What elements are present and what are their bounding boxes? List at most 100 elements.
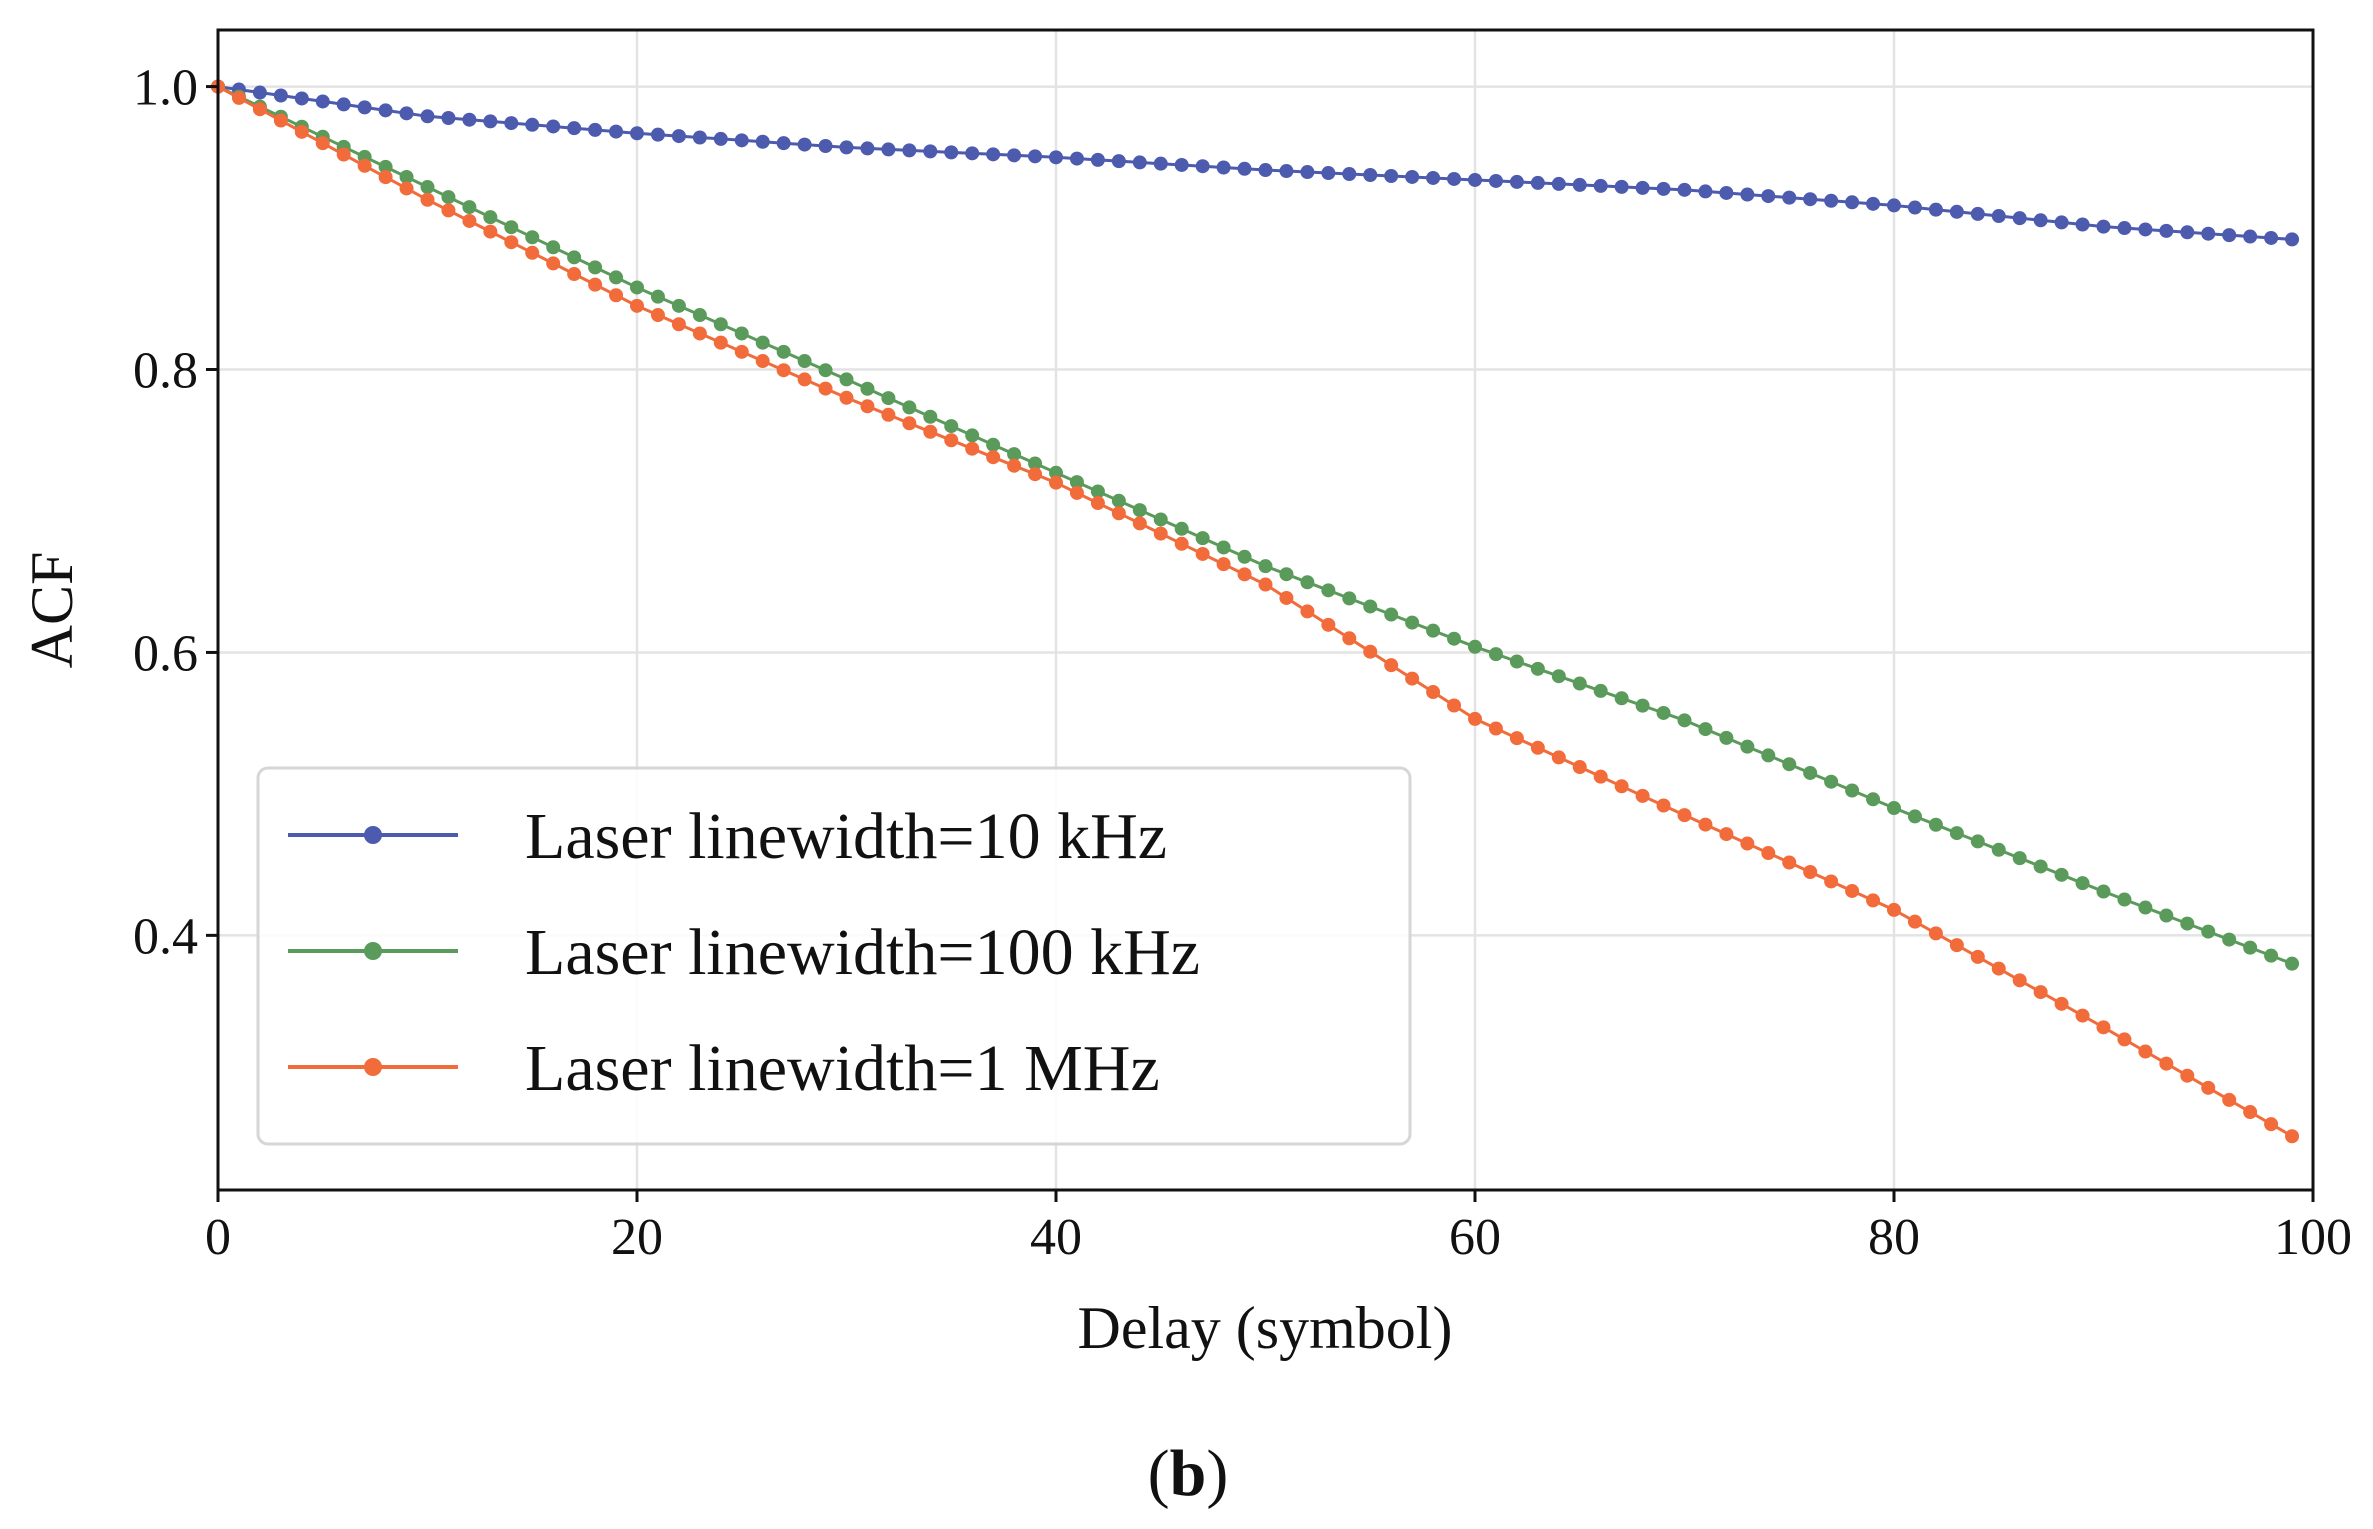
data-point <box>797 137 812 152</box>
series-line <box>217 85 2293 966</box>
data-point <box>1761 189 1776 204</box>
data-point <box>1803 864 1818 879</box>
data-point <box>650 308 665 323</box>
data-point <box>1698 722 1713 737</box>
data-point <box>1426 685 1441 700</box>
data-point <box>1258 163 1273 178</box>
data-point <box>1887 902 1901 917</box>
data-point <box>1530 175 1545 190</box>
x-tick-label: 0 <box>205 1209 231 1266</box>
data-point <box>1090 152 1105 167</box>
series-lines <box>211 79 2300 1144</box>
data-point <box>1551 176 1566 191</box>
data-point <box>923 144 938 159</box>
data-point <box>1698 817 1713 832</box>
data-point <box>1530 661 1545 676</box>
data-point <box>2201 924 2216 939</box>
data-point <box>588 122 603 137</box>
data-point <box>1488 647 1503 662</box>
data-point <box>525 230 540 245</box>
data-point <box>1300 165 1315 180</box>
figure-caption: (b) <box>1148 1437 1229 1510</box>
data-point <box>1363 168 1378 182</box>
data-point <box>1237 549 1252 564</box>
data-point <box>1153 156 1168 171</box>
legend: Laser linewidth=10 kHz Laser linewidth=10… <box>256 766 1412 1146</box>
data-point <box>252 102 267 117</box>
data-point <box>567 267 582 282</box>
data-point <box>965 441 980 456</box>
data-point <box>2264 948 2279 963</box>
data-point <box>1174 157 1189 172</box>
data-point <box>1782 190 1797 205</box>
data-point <box>839 390 854 405</box>
data-point <box>2096 884 2111 899</box>
data-point <box>315 136 330 151</box>
data-point <box>2285 232 2300 247</box>
data-point <box>671 317 686 332</box>
data-point <box>294 124 309 139</box>
data-point <box>1866 792 1881 807</box>
data-point <box>546 240 561 255</box>
data-point <box>1845 195 1860 210</box>
data-point <box>1635 698 1650 713</box>
data-point <box>2159 223 2174 238</box>
data-point <box>1426 170 1441 185</box>
data-point <box>965 146 980 161</box>
data-point <box>2180 916 2195 931</box>
data-point <box>1991 961 2006 976</box>
y-axis-title: ACF <box>19 552 85 669</box>
data-point <box>462 200 477 215</box>
data-point <box>315 94 330 109</box>
data-point <box>588 260 603 275</box>
data-point <box>1803 765 1818 780</box>
data-point <box>692 326 707 341</box>
data-point <box>1321 617 1336 632</box>
data-point <box>483 210 498 225</box>
data-point <box>1845 783 1860 798</box>
data-point <box>1845 883 1860 898</box>
data-point <box>1614 691 1629 706</box>
data-point <box>630 280 644 295</box>
data-point <box>1237 161 1252 176</box>
data-point <box>1069 475 1084 490</box>
data-point <box>399 181 414 196</box>
caption-close: ) <box>1206 1437 1228 1510</box>
data-point <box>1153 512 1168 527</box>
data-point <box>1970 834 1985 849</box>
data-point <box>2222 932 2237 947</box>
data-point <box>692 308 707 323</box>
data-point <box>650 127 665 142</box>
data-point <box>273 113 288 128</box>
data-point <box>630 298 644 313</box>
data-point <box>1384 607 1399 622</box>
data-point <box>1132 503 1147 518</box>
data-point <box>441 203 456 218</box>
legend-entries: Laser linewidth=10 kHz Laser linewidth=10… <box>288 800 1200 1105</box>
data-point <box>2180 225 2195 240</box>
data-point <box>1509 654 1524 669</box>
data-point <box>2243 940 2258 955</box>
data-point <box>294 91 309 106</box>
data-point <box>1656 181 1671 196</box>
data-point <box>399 106 414 121</box>
data-point <box>2138 222 2153 237</box>
data-point <box>504 116 519 131</box>
data-point <box>1824 193 1839 208</box>
data-point <box>1949 938 1964 953</box>
data-point <box>1342 631 1357 646</box>
data-point <box>1447 631 1462 646</box>
data-point <box>860 141 875 156</box>
data-point <box>1991 209 2006 224</box>
data-point <box>986 450 1001 465</box>
data-point <box>1216 540 1231 555</box>
data-point <box>357 100 372 115</box>
data-point <box>420 109 435 124</box>
data-point <box>1782 757 1797 772</box>
y-tick-label: 0.4 <box>133 908 198 965</box>
data-point <box>2033 213 2048 228</box>
series-2 <box>211 79 2300 971</box>
data-point <box>1907 200 1922 215</box>
x-tick-label: 20 <box>611 1209 663 1266</box>
data-point <box>2243 1105 2258 1120</box>
